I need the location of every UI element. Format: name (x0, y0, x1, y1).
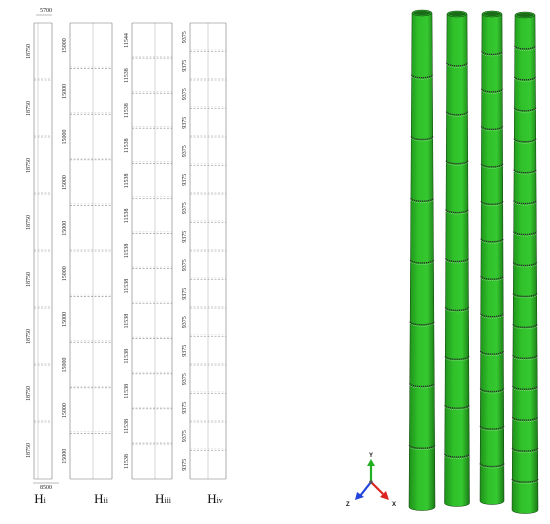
segment-height-label: 15000 (62, 449, 68, 464)
tower-schematic-hii: 15000 15000 15000 15000 15000 15000 15000 15000… (62, 22, 113, 506)
segment-height-label: 11538 (124, 419, 130, 434)
segment-height-label: 11538 (124, 279, 130, 294)
tower-3d-model-hi (408, 9, 436, 511)
segment-height-label: 18750 (26, 386, 32, 401)
segment-height-label: 9375 (182, 117, 188, 129)
segment-height-label: 18750 (26, 44, 32, 59)
axis-x-label: X (392, 502, 396, 508)
segment-height-label: 15000 (62, 312, 68, 327)
segment-height-label: 18750 (26, 215, 32, 230)
segment-height-label: 18750 (26, 329, 32, 344)
segment-height-label: 9375 (182, 31, 188, 43)
tower-schematic-hi: 18750 18750 18750 18750 18750 18750 18750 18750… (26, 22, 53, 506)
segment-height-label: 11538 (124, 454, 130, 469)
case-label-hii: Hii (94, 491, 109, 506)
segment-height-label: 11538 (124, 68, 130, 83)
segment-height-label: 9375 (182, 145, 188, 157)
segment-height-label: 9375 (182, 430, 188, 442)
case-label-hi: Hi (34, 491, 46, 506)
segment-height-label: 15000 (62, 130, 68, 145)
axis-z-label: Z (346, 502, 350, 508)
segment-height-label: 15000 (62, 358, 68, 373)
segment-height-label: 11538 (124, 173, 130, 188)
segment-height-label: 18750 (26, 272, 32, 287)
tower-3d-model-hiv (511, 11, 539, 514)
axis-y-label: Y (369, 453, 373, 459)
segment-height-label: 9375 (182, 459, 188, 471)
segment-height-label: 9375 (182, 60, 188, 72)
tower-schematics: 18750 18750 18750 18750 18750 18750 18750 18750… (26, 8, 227, 506)
segment-height-label: 15000 (62, 266, 68, 281)
segment-height-label: 11538 (124, 138, 130, 153)
segment-height-label: 11538 (124, 384, 130, 399)
segment-height-label: 18750 (26, 158, 32, 173)
segment-height-label: 15000 (62, 175, 68, 190)
segment-height-label: 18750 (26, 443, 32, 458)
segment-height-label: 15000 (62, 403, 68, 418)
segment-height-label: 11538 (124, 244, 130, 259)
segment-height-label: 9375 (182, 202, 188, 214)
segment-height-label: 11538 (124, 103, 130, 118)
segment-height-label: 11538 (124, 209, 130, 224)
segment-height-label: 18750 (26, 101, 32, 116)
segment-height-label: 9375 (182, 88, 188, 100)
segment-height-label: 11538 (124, 314, 130, 329)
segment-height-label: 9375 (182, 259, 188, 271)
tower-schematic-hiv: 9375 9375 9375 9375 9375 9375 9375 9375 9375 9375… (182, 22, 227, 506)
segment-height-label: 9375 (182, 174, 188, 186)
case-label-hiv: Hiv (207, 491, 223, 506)
tower-3d-model-hiii (479, 10, 505, 505)
segment-height-label: 15000 (62, 221, 68, 236)
segment-height-label: 15000 (62, 84, 68, 99)
segment-height-label: 9375 (182, 373, 188, 385)
top-width-label: 5700 (40, 8, 52, 14)
tower-3d-model-hii (444, 10, 470, 507)
segment-height-label: 9375 (182, 402, 188, 414)
tower-3d-models (408, 9, 539, 514)
tower-schematic-hiii: 11544 11538 11538 11538 11538 11538 11538 11538… (124, 22, 173, 506)
segment-height-label: 9375 (182, 288, 188, 300)
segment-height-label: 9375 (182, 345, 188, 357)
segment-height-label: 11538 (124, 349, 130, 364)
segment-height-label: 15000 (62, 38, 68, 53)
segment-height-label: 9375 (182, 316, 188, 328)
segment-height-label: 11544 (124, 33, 130, 48)
segment-height-label: 9375 (182, 231, 188, 243)
axis-triad-icon: Y Z X (346, 453, 396, 508)
bottom-width-label: 8500 (40, 485, 52, 491)
case-label-hiii: Hiii (155, 491, 172, 506)
